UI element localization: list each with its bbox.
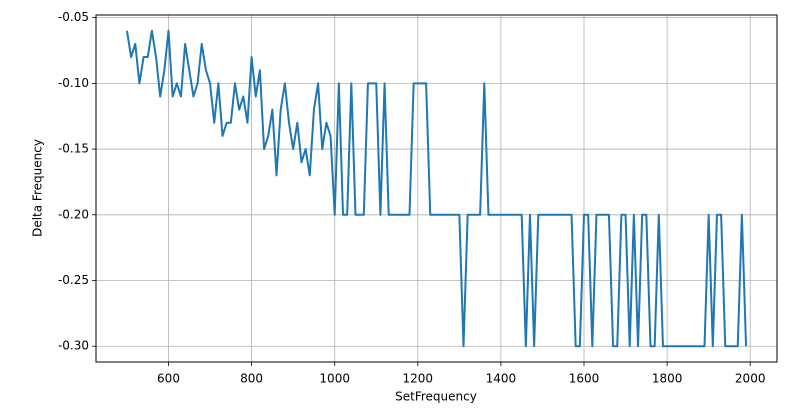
y-axis-label: Delta Frequency (31, 139, 45, 237)
x-tick-label: 800 (240, 372, 263, 386)
y-tick-label: -0.30 (58, 339, 89, 353)
x-tick-label: 600 (157, 372, 180, 386)
y-tick-label: -0.15 (58, 142, 89, 156)
x-tick-label: 1600 (569, 372, 600, 386)
x-tick-label: 1800 (652, 372, 683, 386)
x-tick-label: 1000 (319, 372, 350, 386)
data-line (125, 29, 748, 348)
y-tick-label: -0.10 (58, 76, 89, 90)
y-tick-label: -0.25 (58, 273, 89, 287)
x-tick-label: 1400 (486, 372, 517, 386)
x-tick-label: 1200 (403, 372, 434, 386)
plot-frame (95, 14, 778, 363)
x-axis-label: SetFrequency (395, 390, 477, 404)
x-tick-label: 2000 (735, 372, 766, 386)
y-tick-label: -0.20 (58, 207, 89, 221)
y-tick-label: -0.05 (58, 10, 89, 24)
